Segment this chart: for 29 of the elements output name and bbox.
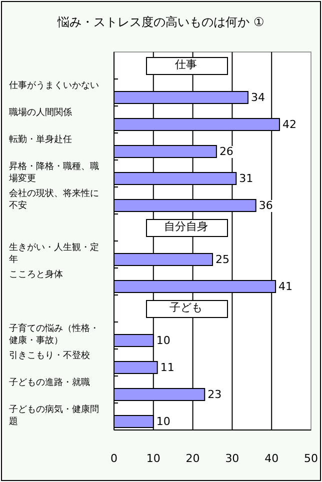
data-label: 42 — [281, 118, 298, 130]
x-tick-label: 30 — [224, 452, 240, 465]
y-tick-label: 引きこもり・不登校 — [9, 350, 91, 362]
y-tick-label: 子どもの病気・健康問題 — [9, 404, 100, 428]
y-tick-label: 生きがい・人生観・定年 — [9, 242, 100, 266]
x-tick-label: 50 — [303, 452, 319, 465]
data-label: 25 — [214, 252, 230, 266]
x-tick-label: 40 — [264, 452, 280, 465]
x-tick-label: 0 — [110, 452, 118, 465]
data-label: 31 — [238, 172, 254, 184]
data-label: 41 — [278, 280, 294, 292]
y-tick-label: 仕事がうまくいかない — [9, 80, 100, 92]
data-label: 36 — [258, 198, 274, 212]
y-tick-label: 会社の現状、将来性に不安 — [9, 188, 100, 212]
x-tick-label: 20 — [184, 452, 201, 465]
y-tick-label: 職場の人間関係 — [9, 106, 73, 118]
data-label: 10 — [155, 414, 172, 428]
y-tick-label: 子育ての悩み（性格・健康・事故） — [9, 322, 100, 346]
data-label: 10 — [155, 334, 172, 346]
x-tick-label: 10 — [145, 452, 162, 465]
data-label: 26 — [218, 144, 234, 158]
y-tick-label: 昇格・降格・職種、職場変更 — [9, 160, 100, 184]
data-label: 34 — [250, 90, 266, 104]
data-label: 23 — [206, 388, 223, 400]
y-tick-label: こころと身体 — [9, 268, 64, 280]
y-tick-label: 子どもの進路・就職 — [9, 376, 91, 388]
y-tick-label: 転勤・単身赴任 — [9, 134, 73, 146]
data-label: 11 — [159, 360, 176, 374]
chart-title: 悩み・ストレス度の高いものは何か ① — [56, 14, 266, 31]
